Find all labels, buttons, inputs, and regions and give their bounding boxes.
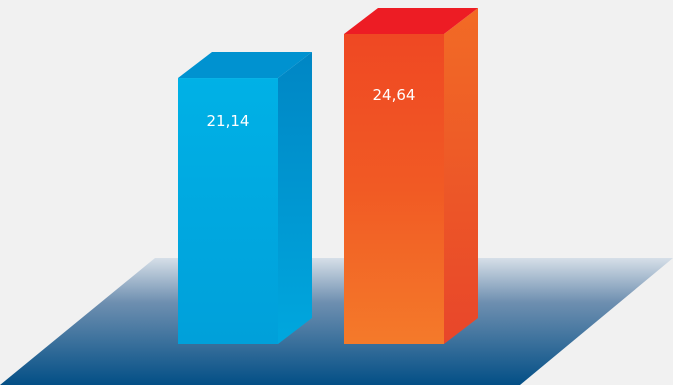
bar-2: 24,64 [344,8,478,344]
bar-2-top [344,8,478,34]
bar-2-value-label: 24,64 [373,86,416,104]
chart-floor [0,258,673,385]
bar-2-side [444,8,478,344]
bar-1-value-label: 21,14 [207,112,250,130]
bar-2-front [344,34,444,344]
bar-1-top [178,52,312,79]
bar-1-front [178,78,278,344]
bar-1: 21,14 [178,52,312,345]
bar-1-side [278,52,312,345]
